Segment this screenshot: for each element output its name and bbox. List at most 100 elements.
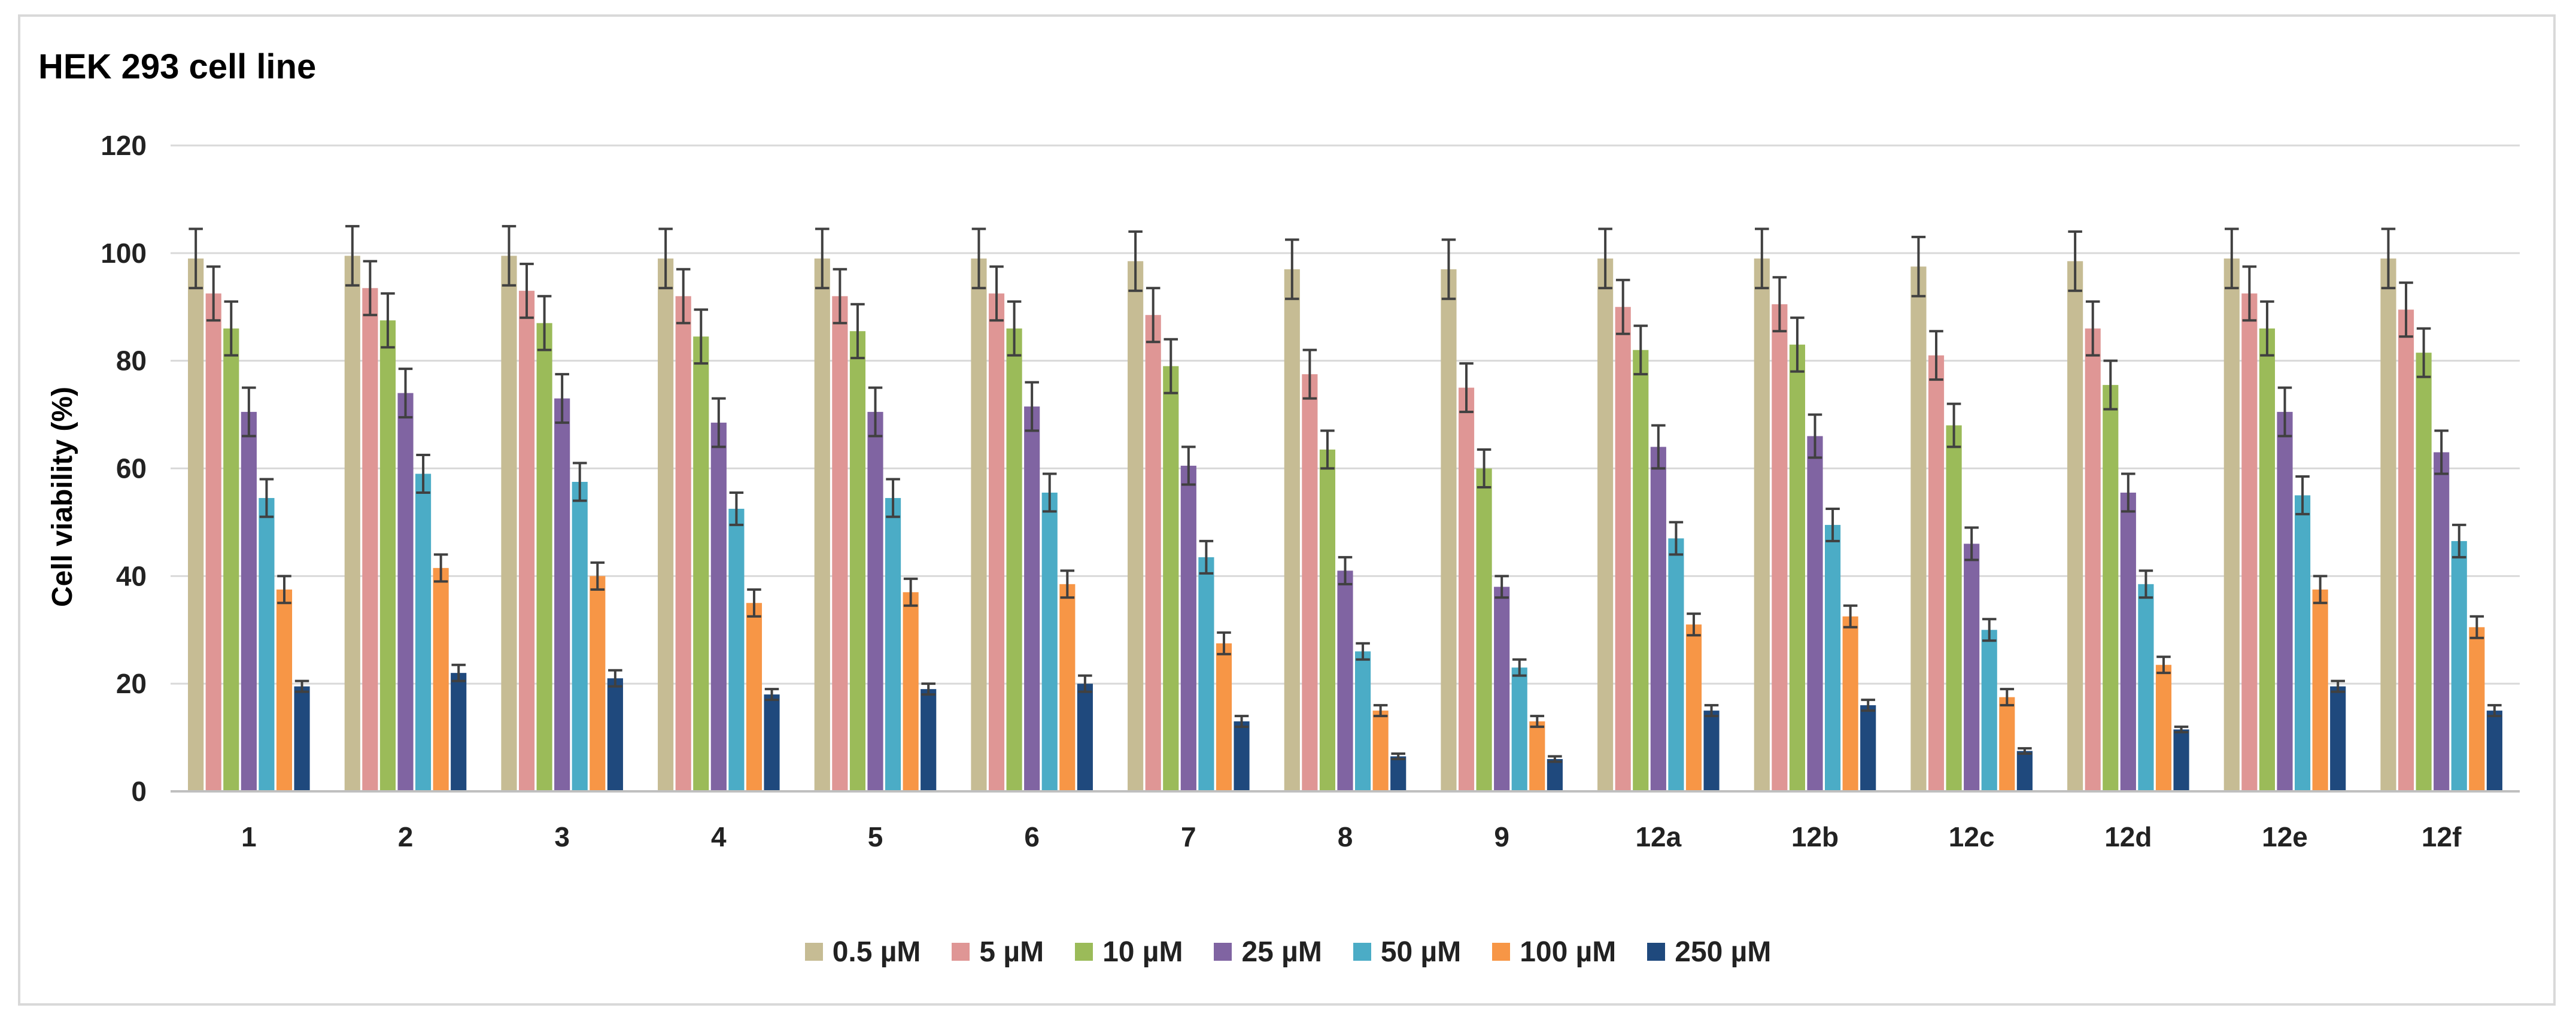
bar (814, 258, 830, 791)
bar (1824, 524, 1841, 791)
bar (2138, 584, 2154, 791)
bar (1163, 366, 1179, 791)
x-tick-label: 7 (1181, 821, 1196, 852)
bar (1319, 450, 1336, 791)
bar (344, 256, 360, 791)
bar (397, 393, 414, 791)
bar (1372, 711, 1389, 791)
bar (693, 336, 709, 791)
bar (607, 678, 623, 791)
legend: 0.5 µM 5 µM 10 µM 25 µM 50 µM 100 µM 250 µM (0, 931, 2576, 973)
bar (1529, 721, 1545, 791)
bar (362, 288, 378, 791)
bar (2469, 627, 2485, 791)
bar (2451, 541, 2467, 791)
bar (2330, 686, 2346, 791)
y-tick-label: 80 (116, 345, 147, 377)
y-tick-label: 120 (101, 130, 147, 161)
legend-swatch (1647, 943, 1666, 961)
bar (2103, 385, 2119, 791)
x-tick-label: 1 (241, 821, 257, 852)
legend-item: 0.5 µM (804, 936, 921, 969)
x-tick-label: 6 (1024, 821, 1040, 852)
error-bars (189, 224, 2502, 763)
bar (241, 412, 257, 791)
x-tick-label: 3 (554, 821, 570, 852)
bar (536, 323, 552, 791)
bar (2398, 309, 2414, 791)
bar (259, 497, 275, 791)
legend-swatch (952, 943, 970, 961)
bar (501, 256, 517, 791)
bar (1476, 468, 1492, 791)
bar (590, 576, 606, 791)
bar (1703, 711, 1720, 791)
bar (885, 497, 901, 791)
bar (1772, 304, 1788, 792)
bar-series (188, 256, 2502, 792)
bar (1910, 266, 1927, 791)
bar (971, 258, 987, 791)
bar (1216, 643, 1232, 791)
legend-swatch (1214, 943, 1232, 961)
bar (1981, 630, 1997, 791)
bar (1006, 328, 1022, 791)
legend-label: 0.5 µM (832, 936, 921, 968)
bar (2016, 751, 2033, 791)
bar (1633, 350, 1649, 791)
legend-item: 250 µM (1647, 936, 1771, 969)
bar (2173, 729, 2189, 791)
bar (276, 589, 293, 791)
y-tick-label: 60 (116, 453, 147, 484)
bar (867, 412, 883, 791)
bar (2155, 664, 2172, 791)
bar (2067, 261, 2083, 792)
bar (188, 258, 204, 791)
legend-label: 10 µM (1102, 936, 1183, 968)
x-tick-label: 12b (1791, 821, 1839, 852)
bar (572, 481, 588, 791)
bar (415, 473, 432, 791)
bar (1547, 759, 1563, 791)
bar (2312, 589, 2328, 791)
legend-item: 10 µM (1075, 936, 1183, 969)
bar (746, 603, 763, 791)
bar (1615, 306, 1631, 791)
bar (1145, 315, 1161, 791)
bar (728, 508, 745, 791)
bar (1511, 667, 1527, 791)
bar (2223, 258, 2240, 791)
bar (2434, 452, 2450, 791)
bar (2486, 711, 2502, 791)
bar (1284, 269, 1300, 791)
x-tick-label: 12e (2262, 821, 2308, 852)
bar (2241, 293, 2258, 791)
bar (1668, 538, 1684, 791)
y-tick-label: 20 (116, 668, 147, 699)
bar (554, 398, 570, 791)
x-tick-label: 12c (1949, 821, 1995, 852)
bar (433, 567, 449, 791)
bar (1077, 684, 1093, 791)
legend-swatch (1075, 943, 1093, 961)
legend-swatch (804, 943, 823, 961)
bar (2259, 328, 2276, 791)
bar (2085, 328, 2101, 791)
bar (903, 592, 919, 791)
bar (1390, 756, 1407, 791)
y-tick-label: 100 (101, 238, 147, 269)
bar (1789, 344, 1806, 791)
bar (1494, 587, 1510, 791)
legend-item: 100 µM (1492, 936, 1616, 969)
bar (1999, 697, 2015, 791)
bar (1946, 425, 1962, 791)
bar (2416, 353, 2432, 791)
y-tick-label: 0 (131, 776, 147, 807)
x-tick-label: 8 (1338, 821, 1353, 852)
x-tick-label: 12a (1635, 821, 1681, 852)
bar (849, 331, 866, 791)
bar (1597, 258, 1614, 791)
bar (1860, 705, 1876, 791)
bar (1458, 387, 1475, 791)
